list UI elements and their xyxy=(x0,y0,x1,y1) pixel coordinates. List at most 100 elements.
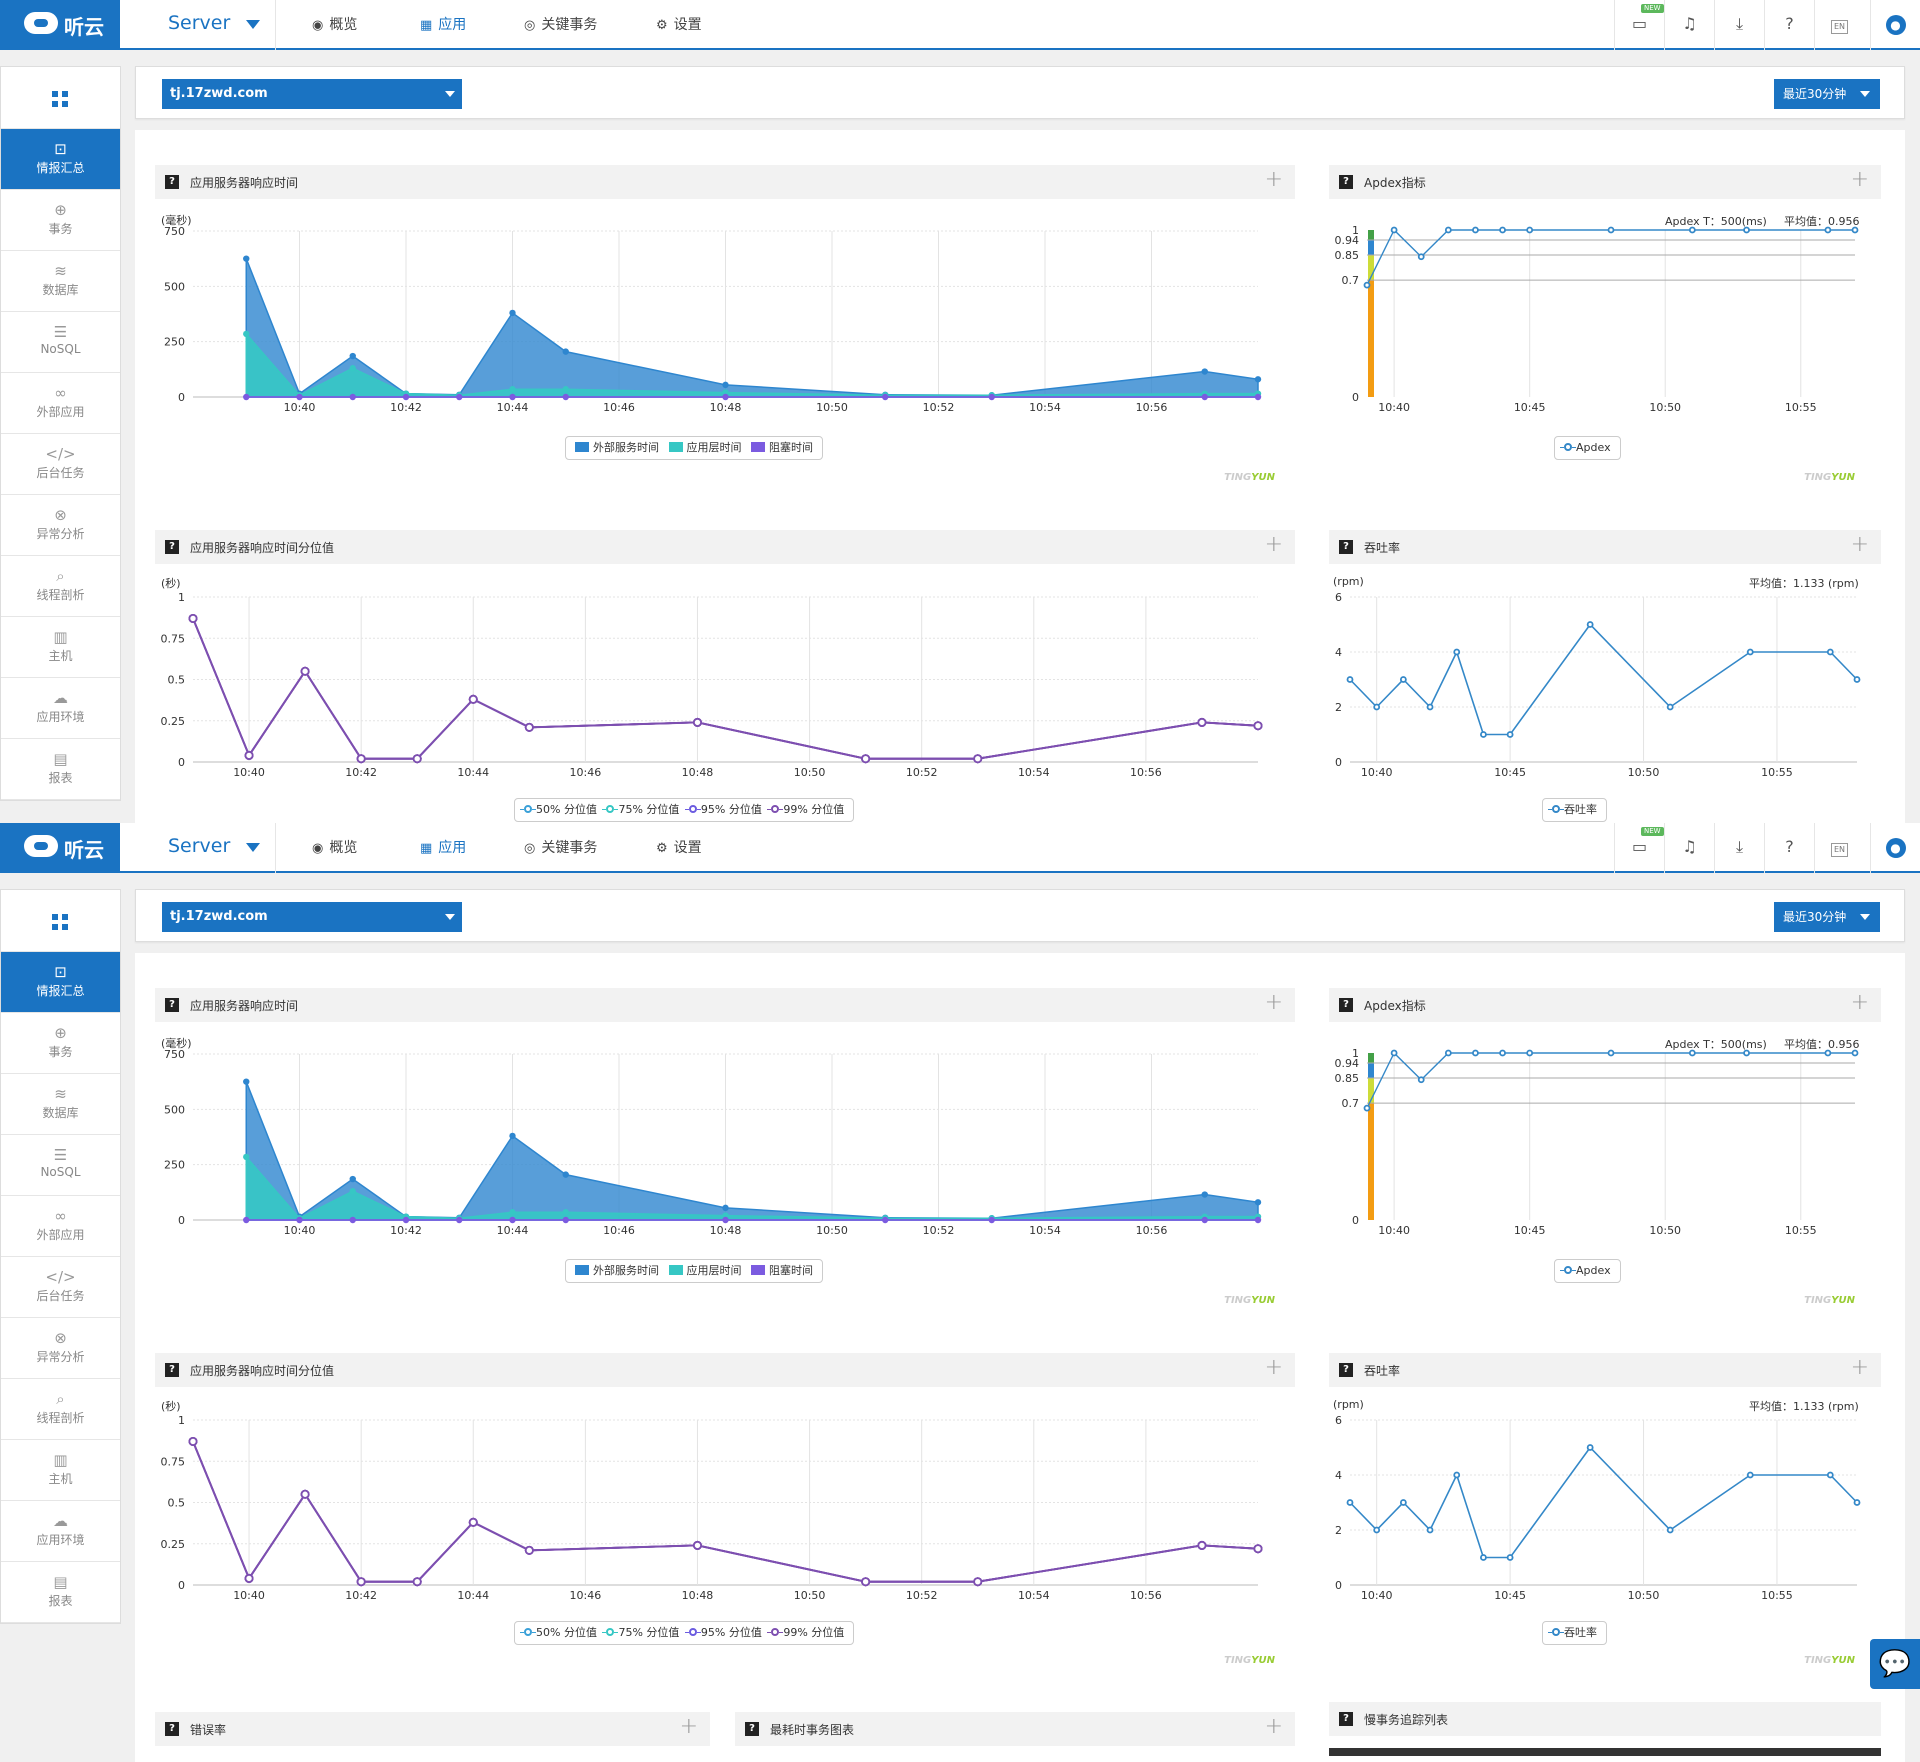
nav-overview[interactable]: ◉ 概览 xyxy=(312,837,357,857)
sidebar-item-1[interactable]: ⊕ 事务 xyxy=(1,190,120,251)
legend-item[interactable]: Apdex xyxy=(1560,437,1611,459)
sidebar-item-8[interactable]: ▥ 主机 xyxy=(1,617,120,678)
domain-selector[interactable]: tj.17zwd.com xyxy=(162,79,462,109)
app-type-selector[interactable]: Server xyxy=(168,835,231,857)
sidebar-item-9[interactable]: ☁ 应用环境 xyxy=(1,678,120,739)
help-icon[interactable]: ? xyxy=(165,1363,179,1377)
nav-overview-label: 概览 xyxy=(329,840,358,856)
sidebar-item-4[interactable]: ∞ 外部应用 xyxy=(1,1196,120,1257)
account-button[interactable]: ● xyxy=(1870,823,1920,873)
nav-overview[interactable]: ◉ 概览 xyxy=(312,14,357,34)
sidebar-item-5[interactable]: </> 后台任务 xyxy=(1,434,120,495)
legend-item[interactable]: 95% 分位值 xyxy=(684,799,762,821)
sidebar-item-0[interactable]: ⊡ 情报汇总 xyxy=(1,952,120,1013)
nav-key-transactions[interactable]: ◎ 关键事务 xyxy=(524,837,597,857)
sidebar-menu-toggle[interactable] xyxy=(1,67,120,129)
legend-item[interactable]: 95% 分位值 xyxy=(684,1622,762,1644)
time-range-selector[interactable]: 最近30分钟 xyxy=(1774,79,1880,109)
sidebar-item-6[interactable]: ⊗ 异常分析 xyxy=(1,495,120,556)
sidebar-item-2[interactable]: ≋ 数据库 xyxy=(1,251,120,312)
monitor-tool-button[interactable]: ▭ NEW xyxy=(1614,0,1664,50)
plus-icon[interactable]: + xyxy=(1850,990,1869,1015)
data-point xyxy=(1746,648,1754,656)
data-point xyxy=(1453,1471,1461,1479)
help-icon[interactable]: ? xyxy=(1339,1712,1353,1726)
app-type-selector[interactable]: Server xyxy=(168,12,231,34)
legend-item[interactable]: 外部服务时间 xyxy=(575,437,659,459)
sidebar-item-6[interactable]: ⊗ 异常分析 xyxy=(1,1318,120,1379)
plus-icon[interactable]: + xyxy=(1264,1355,1283,1380)
help-icon[interactable]: ? xyxy=(165,998,179,1012)
sidebar-item-1[interactable]: ⊕ 事务 xyxy=(1,1013,120,1074)
legend-item[interactable]: 应用层时间 xyxy=(668,1260,742,1282)
sidebar-item-2[interactable]: ≋ 数据库 xyxy=(1,1074,120,1135)
legend-item[interactable]: 75% 分位值 xyxy=(602,799,679,821)
legend-item[interactable]: 99% 分位值 xyxy=(767,799,844,821)
sidebar-item-0[interactable]: ⊡ 情报汇总 xyxy=(1,129,120,190)
plus-icon[interactable]: + xyxy=(1850,167,1869,192)
legend-item[interactable]: 99% 分位值 xyxy=(767,1622,844,1644)
plus-icon[interactable]: + xyxy=(1264,167,1283,192)
nav-settings[interactable]: ⚙ 设置 xyxy=(656,837,702,857)
plus-icon[interactable]: + xyxy=(1264,990,1283,1015)
help-icon[interactable]: ? xyxy=(1339,998,1353,1012)
monitor-tool-button[interactable]: ▭ NEW xyxy=(1614,823,1664,873)
legend-item[interactable]: 吞吐率 xyxy=(1548,799,1597,821)
sidebar-item-7[interactable]: ⌕ 线程剖析 xyxy=(1,556,120,617)
plus-icon[interactable]: + xyxy=(1264,532,1283,557)
domain-selector[interactable]: tj.17zwd.com xyxy=(162,902,462,932)
alerts-button[interactable]: ♫ xyxy=(1664,0,1714,50)
help-button[interactable]: ? xyxy=(1764,0,1814,50)
nav-key-transactions[interactable]: ◎ 关键事务 xyxy=(524,14,597,34)
chevron-down-icon[interactable] xyxy=(246,843,260,852)
data-point xyxy=(243,255,250,262)
legend-item[interactable]: 外部服务时间 xyxy=(575,1260,659,1282)
logo[interactable]: 听云 xyxy=(0,0,120,50)
sidebar-item-4[interactable]: ∞ 外部应用 xyxy=(1,373,120,434)
legend-item[interactable]: 75% 分位值 xyxy=(602,1622,679,1644)
legend-item[interactable]: 吞吐率 xyxy=(1548,1622,1597,1644)
alerts-button[interactable]: ♫ xyxy=(1664,823,1714,873)
legend-item[interactable]: 50% 分位值 xyxy=(520,1622,597,1644)
help-icon[interactable]: ? xyxy=(165,540,179,554)
plus-icon[interactable]: + xyxy=(1264,1714,1283,1739)
sidebar-item-3[interactable]: ☰ NoSQL xyxy=(1,312,120,373)
chevron-down-icon[interactable] xyxy=(246,20,260,29)
plus-icon[interactable]: + xyxy=(679,1714,698,1739)
plus-icon[interactable]: + xyxy=(1850,1355,1869,1380)
legend-item[interactable]: 50% 分位值 xyxy=(520,799,597,821)
download-button[interactable]: ⤓ xyxy=(1714,823,1764,873)
sidebar-item-10[interactable]: ▤ 报表 xyxy=(1,739,120,800)
logo[interactable]: 听云 xyxy=(0,823,120,873)
plus-icon[interactable]: + xyxy=(1850,532,1869,557)
sidebar-item-9[interactable]: ☁ 应用环境 xyxy=(1,1501,120,1562)
data-point xyxy=(412,754,422,764)
legend-item[interactable]: 阻塞时间 xyxy=(751,1260,813,1282)
help-icon[interactable]: ? xyxy=(165,175,179,189)
nav-apps[interactable]: ▦ 应用 xyxy=(420,14,466,34)
help-icon[interactable]: ? xyxy=(745,1722,759,1736)
nav-divider xyxy=(275,823,276,873)
download-button[interactable]: ⤓ xyxy=(1714,0,1764,50)
help-icon[interactable]: ? xyxy=(1339,1363,1353,1377)
time-range-selector[interactable]: 最近30分钟 xyxy=(1774,902,1880,932)
help-icon[interactable]: ? xyxy=(1339,540,1353,554)
account-button[interactable]: ● xyxy=(1870,0,1920,50)
help-icon[interactable]: ? xyxy=(165,1722,179,1736)
nav-apps[interactable]: ▦ 应用 xyxy=(420,837,466,857)
help-icon[interactable]: ? xyxy=(1339,175,1353,189)
legend-item[interactable]: 应用层时间 xyxy=(668,437,742,459)
chat-support-button[interactable]: 💬 xyxy=(1870,1639,1920,1689)
sidebar-item-5[interactable]: </> 后台任务 xyxy=(1,1257,120,1318)
nav-settings[interactable]: ⚙ 设置 xyxy=(656,14,702,34)
language-button[interactable]: EN xyxy=(1814,0,1864,50)
help-button[interactable]: ? xyxy=(1764,823,1814,873)
legend-item[interactable]: 阻塞时间 xyxy=(751,437,813,459)
language-button[interactable]: EN xyxy=(1814,823,1864,873)
sidebar-item-10[interactable]: ▤ 报表 xyxy=(1,1562,120,1623)
sidebar-menu-toggle[interactable] xyxy=(1,890,120,952)
sidebar-item-3[interactable]: ☰ NoSQL xyxy=(1,1135,120,1196)
sidebar-item-8[interactable]: ▥ 主机 xyxy=(1,1440,120,1501)
legend-item[interactable]: Apdex xyxy=(1560,1260,1611,1282)
sidebar-item-7[interactable]: ⌕ 线程剖析 xyxy=(1,1379,120,1440)
